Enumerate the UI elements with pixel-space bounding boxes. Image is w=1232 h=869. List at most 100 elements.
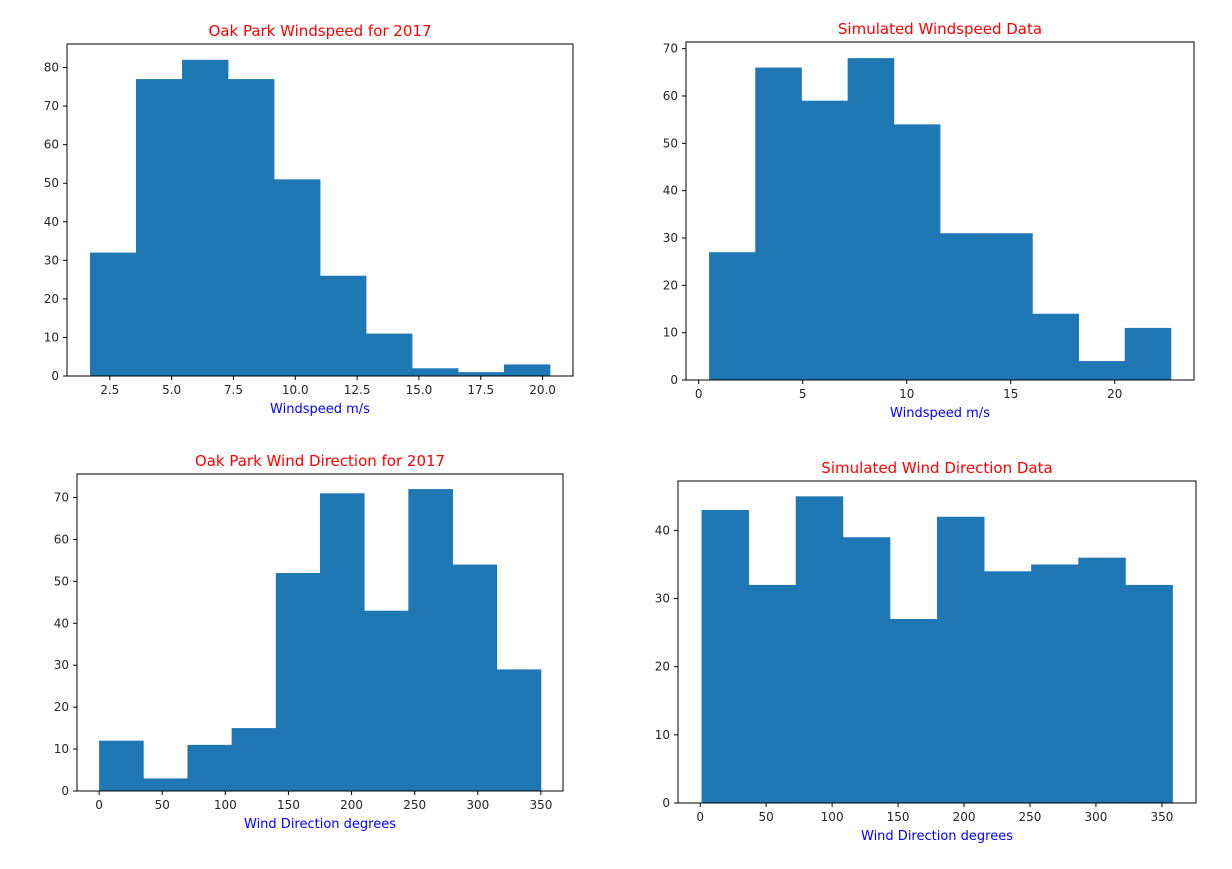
simulated-wind-direction-chart: 0 50 100 150 200 250 300 350 0 10 20 30 40 Simulated … <box>655 459 1197 844</box>
simulated-windspeed-y-axis: 0 10 20 30 40 50 60 70 <box>663 42 686 387</box>
simulated-windspeed-title: Simulated Windspeed Data <box>838 20 1042 38</box>
oak-park-windspeed-bar <box>228 79 275 377</box>
oak-park-windspeed-x-axis: 2.5 5.0 7.5 10.0 12.5 15.0 17.5 20.0 <box>100 376 556 397</box>
oak-park-windspeed-x-tick-label: 20.0 <box>529 383 556 397</box>
oak-park-windspeed-y-tick-label: 70 <box>44 99 59 113</box>
simulated-windspeed-x-tick-label: 15 <box>1003 387 1018 401</box>
oak-park-windspeed-bar <box>412 368 459 376</box>
simulated-windspeed-y-tick-label: 10 <box>663 326 678 340</box>
simulated-windspeed-y-tick-label: 50 <box>663 136 678 150</box>
oak-park-wind-direction-bar <box>231 728 277 791</box>
simulated-windspeed-bar <box>801 100 849 380</box>
simulated-wind-direction-bar <box>795 496 844 803</box>
oak-park-windspeed-x-tick-label: 2.5 <box>100 383 119 397</box>
oak-park-wind-direction-x-tick-label: 0 <box>95 798 103 812</box>
simulated-windspeed-axes-frame <box>685 41 1195 381</box>
simulated-wind-direction-x-tick-label: 350 <box>1150 810 1173 824</box>
oak-park-wind-direction-x-tick-label: 150 <box>277 798 300 812</box>
oak-park-windspeed-y-tick-label: 30 <box>44 253 59 267</box>
oak-park-wind-direction-title: Oak Park Wind Direction for 2017 <box>195 452 445 470</box>
oak-park-wind-direction-bar <box>408 489 453 791</box>
simulated-windspeed-bar <box>940 233 987 380</box>
simulated-windspeed-x-tick-label: 10 <box>899 387 914 401</box>
simulated-windspeed-x-tick-label: 5 <box>799 387 807 401</box>
oak-park-wind-direction-x-tick-label: 350 <box>529 798 552 812</box>
simulated-wind-direction-x-tick-label: 150 <box>887 810 910 824</box>
simulated-wind-direction-x-tick-label: 250 <box>1019 810 1042 824</box>
oak-park-wind-direction-y-tick-label: 70 <box>54 490 69 504</box>
oak-park-windspeed-y-tick-label: 20 <box>44 292 59 306</box>
oak-park-wind-direction-y-tick-label: 20 <box>54 700 69 714</box>
simulated-wind-direction-x-tick-label: 50 <box>759 810 774 824</box>
simulated-wind-direction-x-tick-label: 100 <box>821 810 844 824</box>
simulated-windspeed-bar <box>893 124 941 380</box>
oak-park-windspeed-x-tick-label: 12.5 <box>344 383 371 397</box>
oak-park-windspeed-bar <box>458 372 505 376</box>
oak-park-windspeed-chart: 2.5 5.0 7.5 10.0 12.5 15.0 17.5 20.0 0 10 20 30 40 50… <box>44 22 574 417</box>
simulated-wind-direction-x-tick-label: 200 <box>953 810 976 824</box>
oak-park-wind-direction-y-tick-label: 40 <box>54 616 69 630</box>
oak-park-wind-direction-chart: 0 50 100 150 200 250 300 350 0 10 20 30 40 50 60 70 Oak … <box>54 452 564 832</box>
oak-park-windspeed-x-tick-label: 17.5 <box>467 383 494 397</box>
simulated-windspeed-bar <box>1124 327 1172 380</box>
simulated-windspeed-xlabel: Windspeed m/s <box>890 406 990 421</box>
oak-park-windspeed-bar <box>320 275 367 376</box>
simulated-windspeed-y-tick-label: 70 <box>663 42 678 56</box>
simulated-wind-direction-xlabel: Wind Direction degrees <box>861 829 1013 844</box>
simulated-windspeed-x-axis: 0 5 10 15 20 <box>695 380 1122 401</box>
oak-park-windspeed-bar <box>366 333 413 376</box>
simulated-windspeed-y-tick-label: 60 <box>663 89 678 103</box>
oak-park-wind-direction-x-tick-label: 300 <box>466 798 489 812</box>
simulated-wind-direction-bar <box>1078 557 1126 803</box>
simulated-windspeed-bar <box>986 233 1033 380</box>
oak-park-wind-direction-bar <box>496 669 542 791</box>
oak-park-windspeed-axes-frame <box>66 43 574 377</box>
simulated-windspeed-x-tick-label: 20 <box>1107 387 1122 401</box>
oak-park-wind-direction-y-axis: 0 10 20 30 40 50 60 70 <box>54 490 77 798</box>
oak-park-wind-direction-x-tick-label: 100 <box>214 798 237 812</box>
simulated-windspeed-y-tick-label: 20 <box>663 278 678 292</box>
oak-park-wind-direction-bar <box>320 493 365 791</box>
simulated-wind-direction-bar <box>842 537 891 803</box>
oak-park-wind-direction-bar <box>452 564 498 791</box>
oak-park-windspeed-x-tick-label: 10.0 <box>282 383 309 397</box>
simulated-wind-direction-bar <box>701 509 750 803</box>
simulated-windspeed-bars <box>709 58 1172 381</box>
oak-park-windspeed-x-tick-label: 7.5 <box>224 383 243 397</box>
oak-park-windspeed-y-axis: 0 10 20 30 40 50 60 70 80 <box>44 61 67 383</box>
simulated-windspeed-bar <box>755 67 802 381</box>
oak-park-windspeed-bar <box>90 252 137 376</box>
oak-park-wind-direction-x-axis: 0 50 100 150 200 250 300 350 <box>95 791 552 812</box>
oak-park-wind-direction-bar <box>187 744 233 791</box>
oak-park-wind-direction-x-tick-label: 200 <box>340 798 363 812</box>
simulated-wind-direction-axes-frame <box>677 480 1197 804</box>
simulated-wind-direction-bar <box>1125 584 1173 803</box>
oak-park-windspeed-bar <box>504 364 551 376</box>
simulated-wind-direction-bars <box>701 496 1173 803</box>
oak-park-wind-direction-bar <box>275 572 321 791</box>
simulated-wind-direction-y-tick-label: 0 <box>662 796 670 810</box>
oak-park-windspeed-y-tick-label: 0 <box>51 369 59 383</box>
simulated-wind-direction-bar <box>984 571 1032 803</box>
oak-park-windspeed-bar <box>136 79 183 377</box>
simulated-windspeed-y-tick-label: 40 <box>663 184 678 198</box>
oak-park-wind-direction-x-tick-label: 50 <box>155 798 170 812</box>
oak-park-wind-direction-bar <box>143 778 188 791</box>
simulated-wind-direction-x-tick-label: 300 <box>1084 810 1107 824</box>
oak-park-wind-direction-y-tick-label: 60 <box>54 532 69 546</box>
simulated-windspeed-x-tick-label: 0 <box>695 387 703 401</box>
simulated-windspeed-y-tick-label: 30 <box>663 231 678 245</box>
oak-park-windspeed-bars <box>90 59 551 377</box>
subplot-grid: 2.5 5.0 7.5 10.0 12.5 15.0 17.5 20.001020304050… <box>44 20 1197 844</box>
oak-park-wind-direction-y-tick-label: 30 <box>54 658 69 672</box>
oak-park-wind-direction-bar <box>364 610 409 791</box>
simulated-wind-direction-x-tick-label: 0 <box>696 810 704 824</box>
oak-park-wind-direction-bar <box>99 740 144 791</box>
oak-park-wind-direction-x-tick-label: 250 <box>403 798 426 812</box>
simulated-wind-direction-bar <box>937 516 985 803</box>
simulated-windspeed-bar <box>1078 361 1126 380</box>
oak-park-windspeed-xlabel: Windspeed m/s <box>270 402 370 417</box>
oak-park-windspeed-x-tick-label: 15.0 <box>406 383 433 397</box>
simulated-wind-direction-y-tick-label: 20 <box>655 660 670 674</box>
oak-park-windspeed-y-tick-label: 40 <box>44 215 59 229</box>
